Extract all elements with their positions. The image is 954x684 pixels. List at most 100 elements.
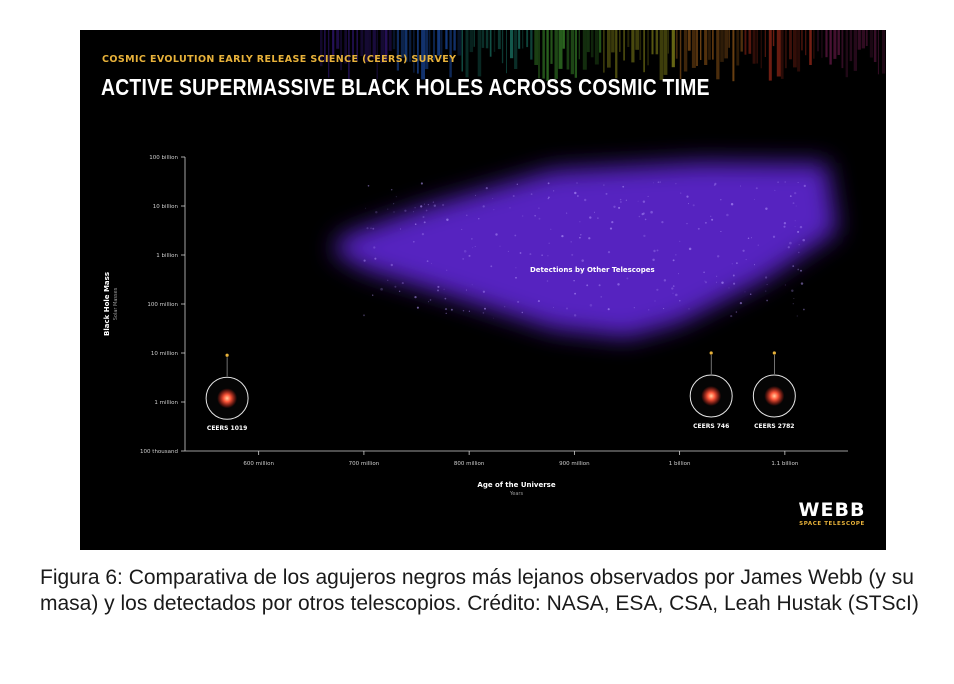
region-speck bbox=[370, 227, 372, 229]
point-label: CEERS 746 bbox=[693, 423, 729, 430]
webb-logo-subtitle: SPACE TELESCOPE bbox=[799, 521, 865, 527]
region-speck bbox=[521, 311, 524, 314]
region-speck bbox=[641, 213, 644, 216]
region-speck bbox=[732, 274, 735, 277]
region-speck bbox=[576, 182, 578, 184]
region-speck bbox=[765, 207, 768, 210]
region-speck bbox=[661, 220, 664, 224]
region-speck bbox=[373, 246, 376, 249]
region-speck bbox=[529, 253, 532, 256]
region-speck bbox=[577, 195, 579, 197]
region-speck bbox=[645, 270, 647, 272]
region-speck bbox=[672, 259, 675, 262]
region-speck bbox=[730, 315, 733, 318]
region-speck bbox=[650, 210, 653, 214]
region-speck bbox=[573, 314, 577, 317]
y-tick-label: 10 million bbox=[151, 351, 179, 357]
region-speck bbox=[404, 209, 407, 212]
region-speck bbox=[620, 201, 622, 203]
region-label: Detections by Other Telescopes bbox=[530, 266, 655, 274]
figure-caption: Figura 6: Comparativa de los agujeros ne… bbox=[40, 566, 919, 615]
region-speck bbox=[797, 182, 799, 183]
region-speck bbox=[609, 227, 613, 230]
webb-logo: WEBB SPACE TELESCOPE bbox=[786, 500, 878, 527]
region-speck bbox=[643, 234, 646, 238]
region-speck bbox=[638, 215, 641, 218]
region-speck bbox=[653, 249, 656, 253]
region-speck bbox=[522, 215, 524, 217]
region-speck bbox=[671, 287, 674, 290]
region-speck bbox=[800, 269, 802, 272]
region-speck bbox=[393, 211, 395, 213]
region-speck bbox=[546, 280, 549, 282]
region-speck bbox=[672, 292, 674, 294]
region-speck bbox=[393, 203, 395, 205]
region-speck bbox=[793, 298, 795, 299]
data-points: CEERS 1019 CEERS 746 CEERS 2782 bbox=[205, 351, 796, 432]
region-speck bbox=[422, 215, 425, 219]
region-speck bbox=[675, 254, 677, 256]
y-tick-label: 100 million bbox=[147, 302, 178, 308]
region-speck bbox=[433, 204, 436, 207]
x-tick-label: 600 million bbox=[243, 461, 274, 467]
region-speck bbox=[789, 195, 792, 197]
region-speck bbox=[363, 314, 365, 317]
region-speck bbox=[688, 247, 692, 251]
region-speck bbox=[468, 254, 471, 257]
spectrum-stripes bbox=[320, 30, 886, 82]
region-speck bbox=[765, 276, 768, 279]
region-speck bbox=[390, 188, 393, 191]
region-speck bbox=[566, 212, 568, 214]
region-speck bbox=[797, 268, 800, 271]
region-speck bbox=[461, 228, 463, 231]
data-point: CEERS 746 bbox=[689, 351, 733, 430]
detection-region-group: Detections by Other Telescopes bbox=[332, 161, 838, 339]
region-speck bbox=[437, 289, 439, 292]
region-speck bbox=[692, 204, 695, 207]
region-speck bbox=[474, 194, 476, 196]
region-speck bbox=[663, 308, 665, 310]
region-speck bbox=[777, 181, 779, 183]
region-speck bbox=[412, 240, 415, 243]
region-speck bbox=[589, 216, 592, 219]
region-speck bbox=[656, 249, 659, 252]
region-speck bbox=[721, 281, 724, 284]
region-speck bbox=[607, 251, 611, 254]
region-speck bbox=[462, 309, 465, 312]
region-speck bbox=[783, 225, 786, 228]
region-speck bbox=[537, 300, 540, 303]
region-speck bbox=[566, 307, 568, 310]
region-speck bbox=[688, 308, 690, 310]
region-speck bbox=[564, 267, 567, 271]
region-speck bbox=[446, 269, 448, 271]
source-glow bbox=[217, 388, 238, 409]
region-speck bbox=[642, 212, 645, 215]
region-speck bbox=[561, 234, 564, 238]
region-speck bbox=[366, 227, 369, 230]
region-speck bbox=[686, 222, 688, 225]
region-speck bbox=[414, 223, 417, 225]
region-speck bbox=[680, 192, 682, 194]
region-speck bbox=[390, 263, 393, 267]
region-speck bbox=[547, 197, 549, 200]
region-speck bbox=[472, 247, 474, 249]
region-speck bbox=[468, 310, 471, 312]
point-marker bbox=[225, 353, 229, 357]
region-speck bbox=[733, 282, 736, 285]
region-speck bbox=[465, 289, 467, 291]
region-speck bbox=[466, 214, 468, 217]
region-speck bbox=[605, 192, 608, 195]
webb-logo-word: WEBB bbox=[798, 499, 866, 521]
survey-label: COSMIC EVOLUTION EARLY RELEASE SCIENCE (… bbox=[102, 54, 457, 65]
region-speck bbox=[794, 226, 796, 228]
region-speck bbox=[519, 252, 522, 254]
region-speck bbox=[462, 257, 465, 260]
point-marker bbox=[772, 351, 776, 355]
region-speck bbox=[573, 280, 575, 282]
region-speck bbox=[607, 308, 610, 311]
region-speck bbox=[784, 181, 786, 183]
region-speck bbox=[425, 209, 428, 212]
region-speck bbox=[514, 234, 517, 237]
region-speck bbox=[611, 220, 614, 224]
region-speck bbox=[714, 182, 717, 185]
